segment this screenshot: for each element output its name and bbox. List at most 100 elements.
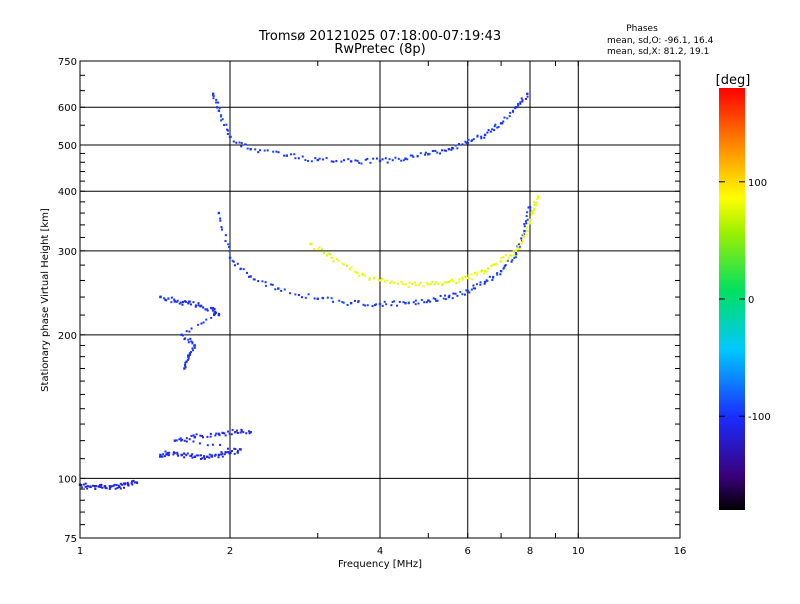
echo-point xyxy=(503,265,506,268)
echo-point xyxy=(193,344,196,347)
echo-point xyxy=(108,484,111,487)
echo-point xyxy=(391,159,394,162)
echo-point xyxy=(132,479,135,482)
echo-point xyxy=(518,245,521,248)
echo-point xyxy=(217,456,220,459)
echo-point xyxy=(240,428,243,431)
echo-point xyxy=(185,454,188,457)
echo-point xyxy=(205,455,209,458)
echo-point xyxy=(184,364,187,367)
echo-point xyxy=(182,334,185,337)
echo-point xyxy=(217,313,221,317)
echo-point xyxy=(269,283,272,286)
echo-point xyxy=(84,482,87,485)
echo-point xyxy=(361,273,364,276)
echo-point xyxy=(529,218,532,221)
echo-point xyxy=(384,157,387,160)
echo-point xyxy=(428,152,431,155)
echo-point xyxy=(167,297,170,300)
echo-point xyxy=(192,301,195,304)
echo-point xyxy=(526,95,529,98)
echo-point xyxy=(263,149,266,152)
echo-point xyxy=(521,239,524,242)
echo-point xyxy=(461,293,464,296)
y-axis-label: Stationary phase Virtual Height [km] xyxy=(40,208,51,392)
echo-point xyxy=(266,149,269,152)
echo-point xyxy=(249,275,252,278)
echo-point xyxy=(105,487,108,490)
echo-point xyxy=(535,204,538,207)
echo-point xyxy=(236,451,239,454)
echo-point xyxy=(363,274,366,277)
echo-point xyxy=(200,454,203,457)
echo-point xyxy=(325,156,328,159)
echo-point xyxy=(170,301,173,304)
echo-point xyxy=(163,297,166,300)
echo-point xyxy=(176,299,179,302)
echo-point xyxy=(244,143,247,146)
echo-point xyxy=(531,210,534,213)
stats-heading: Phases xyxy=(626,24,658,34)
echo-point xyxy=(219,443,222,446)
echo-point xyxy=(219,217,222,220)
echo-point xyxy=(178,438,181,441)
echo-point xyxy=(425,301,428,304)
echo-point xyxy=(354,299,357,302)
echo-point xyxy=(133,481,136,484)
colorbar-tick-label: -100 xyxy=(748,412,771,423)
echo-point xyxy=(261,280,264,283)
echo-point xyxy=(94,487,97,490)
echo-point xyxy=(400,159,403,162)
echo-point xyxy=(166,451,169,455)
echo-point xyxy=(368,277,371,280)
echo-point xyxy=(245,432,248,435)
echo-point xyxy=(499,122,503,125)
echo-point xyxy=(202,321,205,324)
echo-point xyxy=(463,293,466,296)
echo-point xyxy=(219,219,222,222)
echo-point xyxy=(310,242,313,245)
echo-point xyxy=(189,353,192,356)
echo-point xyxy=(433,283,436,286)
echo-point xyxy=(503,116,506,119)
echo-point xyxy=(502,120,505,123)
echo-point xyxy=(233,447,236,450)
echo-point xyxy=(414,284,417,287)
echo-point xyxy=(503,266,506,269)
echo-point xyxy=(80,483,83,486)
echo-point xyxy=(493,264,496,267)
echo-point xyxy=(381,158,384,161)
echo-point xyxy=(402,159,405,162)
echo-point xyxy=(398,300,401,303)
echo-point xyxy=(406,158,409,161)
trace-f2-o-mode xyxy=(217,206,532,308)
echo-point xyxy=(451,146,454,149)
echo-point xyxy=(116,486,119,489)
echo-point xyxy=(447,295,451,299)
echo-point xyxy=(277,151,280,154)
echo-point xyxy=(220,451,223,454)
echo-point xyxy=(188,330,191,333)
echo-point xyxy=(447,147,451,151)
echo-point xyxy=(461,278,464,281)
echo-point xyxy=(221,432,224,435)
y-tick-label: 500 xyxy=(58,141,77,152)
echo-point xyxy=(516,102,519,105)
echo-point xyxy=(512,110,515,113)
echo-point xyxy=(501,122,504,125)
echo-point xyxy=(526,226,529,229)
echo-point xyxy=(306,159,309,162)
echo-point xyxy=(447,280,451,284)
echo-point xyxy=(383,280,386,283)
echo-point xyxy=(314,157,317,160)
echo-point xyxy=(274,288,277,291)
echo-point xyxy=(496,126,499,129)
echo-point xyxy=(525,215,528,218)
echo-point xyxy=(224,234,227,237)
echo-point xyxy=(124,482,127,485)
echo-point xyxy=(313,297,316,300)
echo-point xyxy=(472,138,475,141)
echo-point xyxy=(126,483,129,486)
trace-es-low-f xyxy=(159,428,252,461)
echo-point xyxy=(168,451,171,454)
